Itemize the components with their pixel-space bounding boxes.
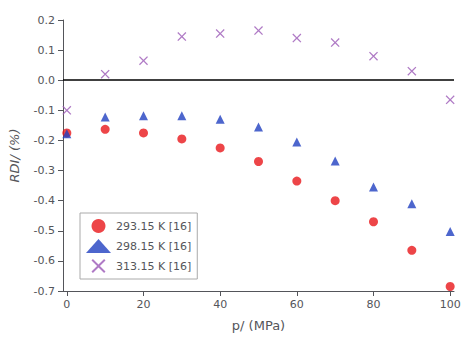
svg-text:100: 100: [440, 298, 461, 311]
svg-text:20: 20: [137, 298, 151, 311]
svg-text:0.1: 0.1: [38, 44, 56, 57]
svg-text:0: 0: [63, 298, 70, 311]
svg-text:0.0: 0.0: [38, 74, 56, 87]
svg-text:60: 60: [290, 298, 304, 311]
svg-text:RDI/ (%): RDI/ (%): [7, 129, 22, 183]
svg-text:-0.7: -0.7: [34, 285, 55, 298]
svg-text:-0.4: -0.4: [34, 194, 55, 207]
svg-text:-0.1: -0.1: [34, 104, 55, 117]
svg-text:80: 80: [367, 298, 381, 311]
svg-text:0.2: 0.2: [38, 14, 56, 27]
svg-text:293.15 K [16]: 293.15 K [16]: [116, 220, 191, 233]
svg-text:-0.2: -0.2: [34, 134, 55, 147]
svg-text:298.15 K [16]: 298.15 K [16]: [116, 240, 191, 253]
svg-text:-0.3: -0.3: [34, 164, 55, 177]
svg-text:313.15 K [16]: 313.15 K [16]: [116, 260, 191, 273]
svg-text:-0.5: -0.5: [34, 224, 55, 237]
svg-text:-0.6: -0.6: [34, 254, 55, 267]
svg-text:40: 40: [213, 298, 227, 311]
svg-text:p/ (MPa): p/ (MPa): [232, 318, 285, 333]
